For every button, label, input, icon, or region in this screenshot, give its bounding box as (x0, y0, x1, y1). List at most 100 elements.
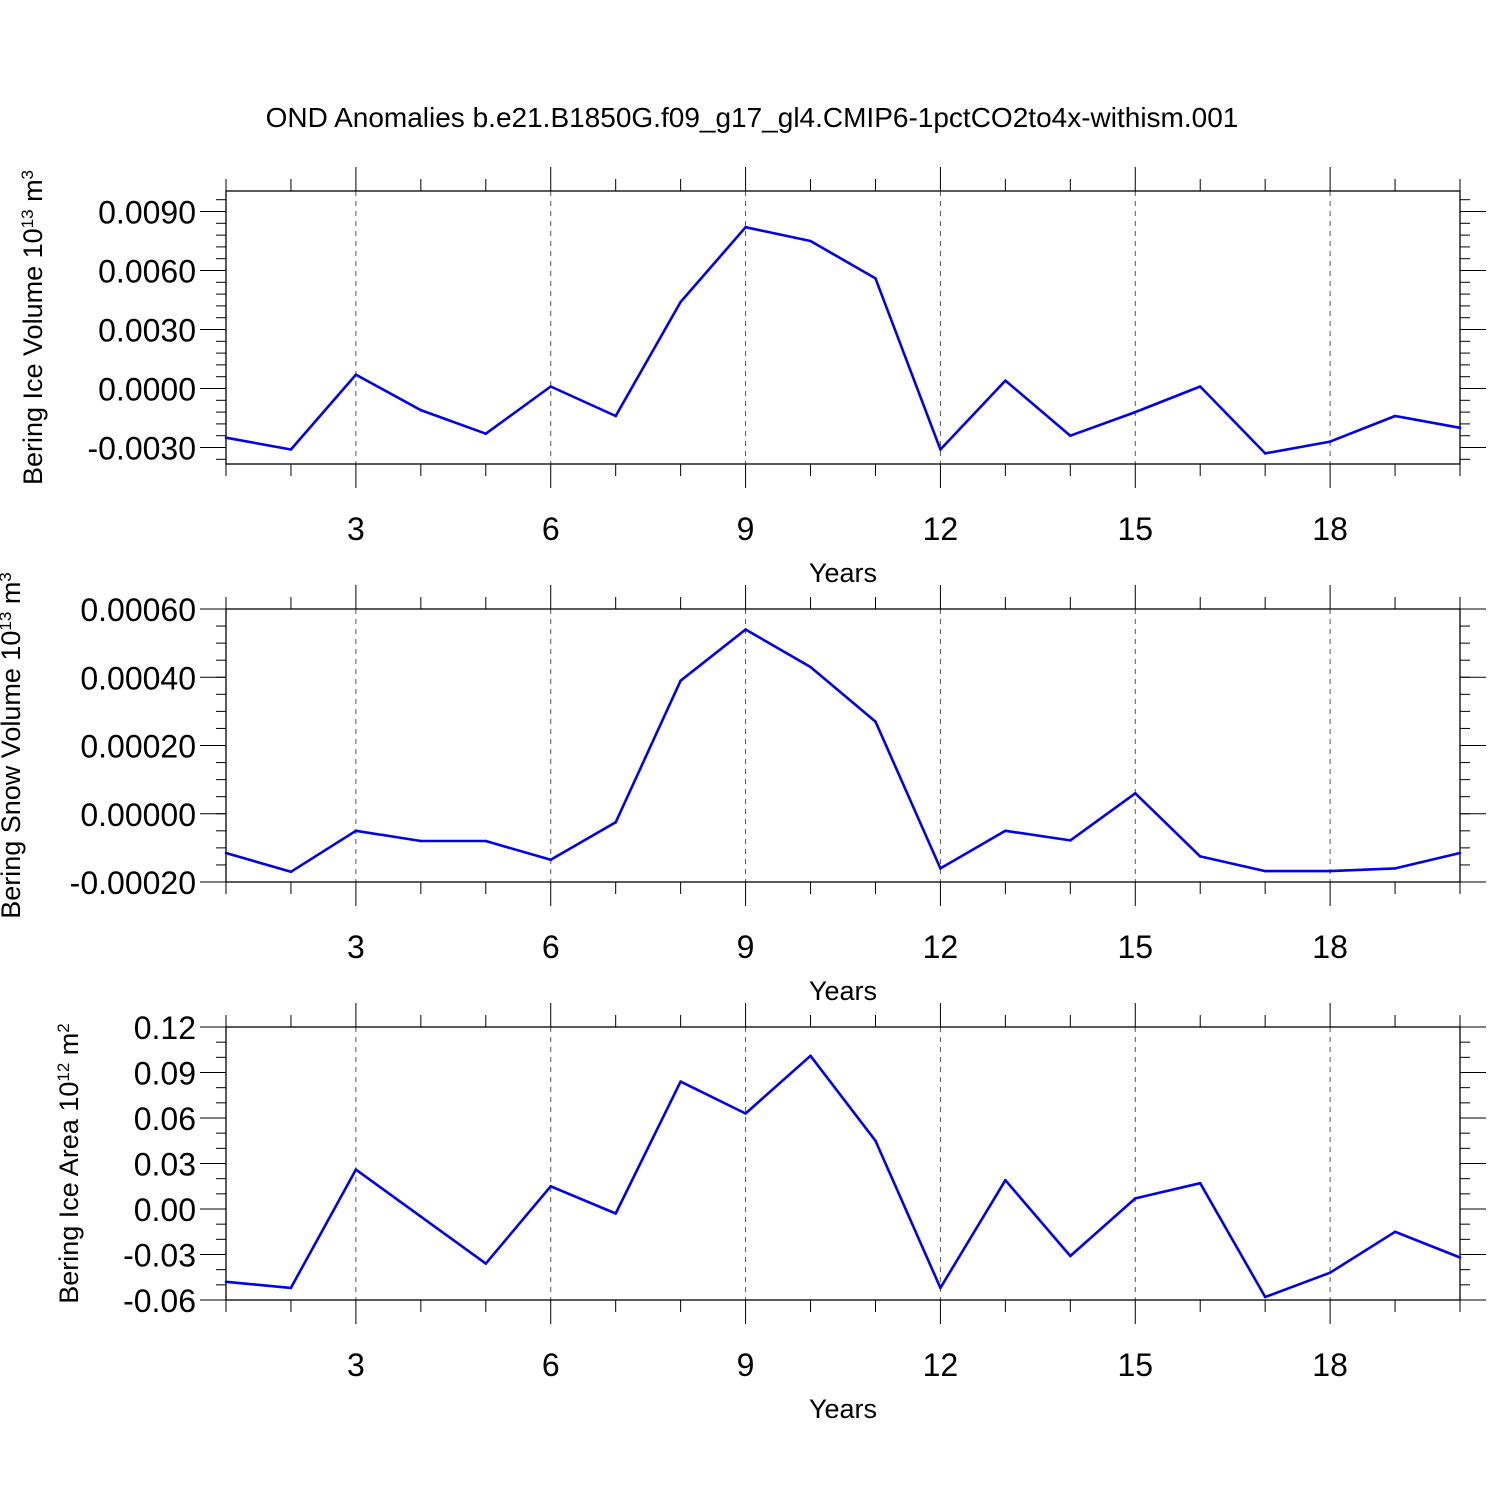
data-point-year-16 (1198, 385, 1202, 388)
data-point-year-20 (1458, 426, 1462, 430)
data-point-year-5 (484, 1262, 488, 1265)
x-tick-label: 9 (737, 1347, 755, 1383)
x-tick-label: 3 (347, 929, 365, 965)
y-tick-label: 0.00020 (80, 729, 196, 765)
data-point-year-15 (1133, 1197, 1137, 1200)
data-point-year-19 (1393, 867, 1397, 870)
plot-frame (225, 608, 1461, 883)
data-point-year-20 (1458, 1256, 1462, 1259)
data-point-year-18 (1328, 440, 1332, 443)
x-tick-label: 18 (1312, 929, 1348, 965)
y-tick-label: -0.06 (123, 1283, 196, 1319)
y-tick-label: 0.09 (134, 1056, 196, 1092)
data-point-year-4 (419, 408, 423, 412)
chart-title: OND Anomalies b.e21.B1850G.f09_g17_gl4.C… (266, 102, 1239, 133)
x-tick-label: 9 (737, 511, 755, 547)
data-point-year-7 (614, 414, 617, 418)
data-point-year-13 (1004, 379, 1007, 382)
x-tick-label: 15 (1117, 929, 1153, 965)
data-point-year-20 (1458, 851, 1462, 855)
x-tick-label: 12 (923, 511, 959, 547)
data-point-year-10 (809, 1054, 812, 1058)
plot-frame (225, 1026, 1461, 1301)
data-point-year-8 (679, 679, 682, 682)
data-point-year-2 (289, 870, 293, 874)
x-tick-label: 15 (1117, 511, 1153, 547)
data-point-year-5 (484, 839, 488, 843)
data-point-year-12 (939, 1286, 942, 1290)
panel-3: -0.06 -0.03 0.00 0.03 0.06 0.09 0.12 3 6 9 12 15 18 Y… (54, 1003, 1486, 1424)
y-tick-label: 0.0090 (98, 195, 196, 231)
y-tick-label: 0.12 (134, 1010, 196, 1046)
data-point-year-12 (939, 867, 942, 870)
y-axis-label: Bering Snow Volume 1013 m3 (0, 572, 26, 919)
y-tick-label: 0.0060 (98, 254, 196, 290)
x-tick-label: 18 (1312, 511, 1348, 547)
data-point-year-18 (1328, 869, 1332, 873)
data-point-year-15 (1133, 410, 1137, 414)
y-axis-label: Bering Ice Volume 1013 m3 (18, 170, 49, 485)
data-point-year-7 (614, 820, 617, 824)
data-point-year-19 (1393, 1230, 1397, 1234)
data-point-year-2 (289, 448, 293, 451)
x-tick-label: 6 (542, 929, 560, 965)
y-tick-label: 0.00 (134, 1192, 196, 1228)
data-point-year-6 (549, 858, 553, 862)
data-point-year-11 (874, 720, 877, 723)
x-tick-label: 12 (923, 1347, 959, 1383)
data-point-year-4 (419, 1215, 423, 1218)
x-tick-label: 3 (347, 1347, 365, 1383)
x-tick-label: 9 (737, 929, 755, 965)
data-point-year-14 (1069, 839, 1072, 842)
y-axis-label: Bering Ice Area 1012 m2 (54, 1023, 85, 1304)
y-tick-label: 0.0030 (98, 313, 196, 349)
y-tick-label: -0.00020 (70, 865, 196, 901)
x-tick-label: 12 (923, 929, 959, 965)
data-point-year-18 (1328, 1271, 1332, 1274)
y-tick-label: 0.00040 (80, 660, 196, 696)
y-tick-label: 0.0000 (98, 372, 196, 408)
data-point-year-11 (874, 1139, 877, 1143)
x-axis-label: Years (809, 1394, 877, 1424)
series-line (225, 225, 1461, 455)
y-tick-label: -0.0030 (87, 431, 196, 467)
data-point-year-1 (224, 1280, 228, 1284)
plot-frame (225, 190, 1461, 465)
data-point-year-19 (1393, 414, 1397, 418)
y-tick-label: 0.03 (134, 1147, 196, 1183)
data-point-year-16 (1198, 1181, 1202, 1185)
data-point-year-9 (744, 225, 747, 229)
data-point-year-17 (1263, 869, 1267, 873)
x-tick-label: 6 (542, 511, 560, 547)
data-point-year-8 (679, 300, 682, 304)
y-tick-label: -0.03 (123, 1238, 196, 1274)
data-point-year-3 (354, 373, 358, 377)
x-axis-label: Years (809, 558, 877, 588)
x-tick-label: 18 (1312, 1347, 1348, 1383)
y-tick-label: 0.00000 (80, 797, 196, 833)
x-tick-label: 6 (542, 1347, 560, 1383)
data-point-year-1 (224, 436, 228, 439)
data-point-year-15 (1133, 791, 1137, 795)
panel-2: -0.00020 0.00000 0.00020 0.00040 0.00060 3 6 9 1… (0, 572, 1486, 1006)
data-point-year-4 (419, 839, 423, 843)
data-point-year-14 (1069, 1254, 1072, 1258)
data-point-year-17 (1263, 452, 1267, 455)
series-line (225, 628, 1461, 874)
data-point-year-6 (549, 385, 553, 388)
data-point-year-12 (939, 448, 942, 451)
x-tick-label: 3 (347, 511, 365, 547)
data-point-year-6 (549, 1184, 553, 1188)
data-point-year-3 (354, 1168, 358, 1171)
data-point-year-11 (874, 277, 877, 280)
data-point-year-10 (809, 665, 812, 669)
data-point-year-17 (1263, 1295, 1267, 1299)
data-point-year-1 (224, 851, 228, 855)
data-point-year-2 (289, 1286, 293, 1290)
data-point-year-13 (1004, 829, 1007, 833)
data-point-year-9 (744, 628, 747, 631)
x-tick-label: 15 (1117, 1347, 1153, 1383)
data-point-year-3 (354, 829, 358, 833)
data-point-year-16 (1198, 855, 1202, 858)
